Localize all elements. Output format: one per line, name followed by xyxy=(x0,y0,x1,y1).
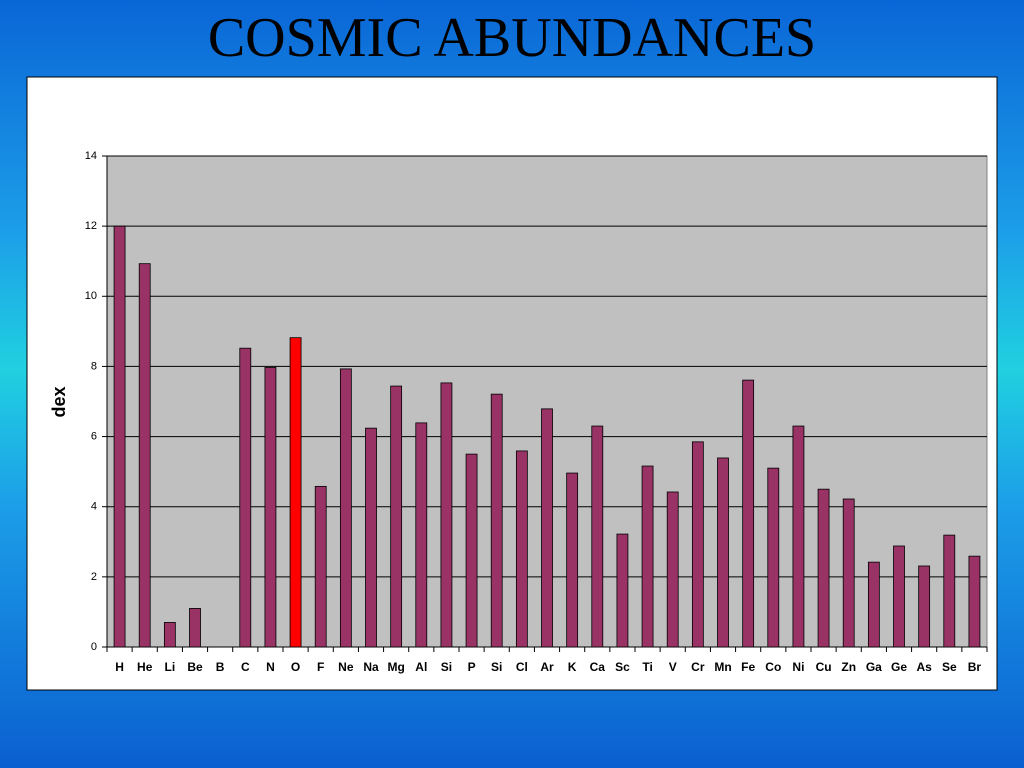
x-tick-label: P xyxy=(468,660,476,674)
x-tick-label: Ne xyxy=(338,660,354,674)
bar xyxy=(717,457,729,648)
x-tick-label: Cl xyxy=(516,660,528,674)
x-tick-label: C xyxy=(241,660,250,674)
bar xyxy=(767,467,780,648)
bar xyxy=(641,465,654,648)
x-tick-label: Ge xyxy=(891,660,907,674)
bar xyxy=(515,450,528,648)
bar xyxy=(968,555,981,648)
bar xyxy=(440,382,453,648)
bar xyxy=(918,565,931,648)
bar xyxy=(817,488,830,648)
bar xyxy=(314,485,327,648)
x-tick-label: Ti xyxy=(642,660,652,674)
bar xyxy=(566,472,579,648)
bar xyxy=(415,422,428,648)
x-tick-label: Fe xyxy=(741,660,755,674)
bar xyxy=(666,491,679,648)
bar xyxy=(893,545,905,648)
x-tick-label: Se xyxy=(942,660,957,674)
x-tick-label: Si xyxy=(441,660,452,674)
y-tick-label: 2 xyxy=(91,571,97,583)
x-tick-label: Li xyxy=(165,660,176,674)
bar xyxy=(943,534,956,648)
x-tick-label: Cr xyxy=(691,660,705,674)
x-tick-label: Br xyxy=(968,660,982,674)
x-tick-label: Si xyxy=(491,660,502,674)
y-tick-label: 4 xyxy=(91,501,97,513)
bar xyxy=(289,337,302,648)
bar xyxy=(113,225,126,648)
bar xyxy=(264,367,277,648)
bar xyxy=(163,622,176,648)
bar xyxy=(867,561,880,648)
bar xyxy=(339,368,352,648)
x-tick-label: Cu xyxy=(816,660,832,674)
x-tick-label: V xyxy=(669,660,677,674)
bar xyxy=(465,453,478,648)
x-tick-label: He xyxy=(137,660,153,674)
x-tick-label: Mn xyxy=(714,660,731,674)
bar xyxy=(239,347,252,648)
x-tick-label: Al xyxy=(415,660,427,674)
bar xyxy=(365,427,377,648)
bar xyxy=(591,425,604,648)
x-tick-label: O xyxy=(291,660,300,674)
x-tick-label: Sc xyxy=(615,660,630,674)
bar xyxy=(189,608,201,648)
bar xyxy=(390,385,403,648)
bar xyxy=(742,379,755,648)
bar xyxy=(691,441,704,648)
x-tick-label: Be xyxy=(187,660,203,674)
y-tick-label: 0 xyxy=(91,641,97,653)
y-tick-label: 8 xyxy=(91,360,97,372)
y-axis-label: dex xyxy=(49,386,69,417)
y-tick-label: 6 xyxy=(91,430,97,442)
x-tick-label: Ga xyxy=(866,660,882,674)
y-tick-label: 14 xyxy=(85,150,97,162)
bar xyxy=(138,263,151,648)
x-tick-label: As xyxy=(916,660,932,674)
x-tick-label: Mg xyxy=(387,660,404,674)
bar xyxy=(490,393,503,648)
bar xyxy=(842,498,855,648)
x-tick-label: Na xyxy=(363,660,379,674)
x-tick-label: Zn xyxy=(841,660,856,674)
bar xyxy=(541,408,553,648)
x-tick-label: Ca xyxy=(590,660,606,674)
x-tick-label: Ar xyxy=(540,660,554,674)
y-tick-label: 12 xyxy=(85,220,97,232)
x-tick-label: N xyxy=(266,660,275,674)
x-tick-label: B xyxy=(216,660,225,674)
x-tick-label: K xyxy=(568,660,577,674)
x-tick-label: F xyxy=(317,660,324,674)
bar xyxy=(616,533,629,648)
chart-title: COSMIC ABUNDANCES xyxy=(207,7,817,69)
bar xyxy=(792,425,805,648)
x-tick-label: H xyxy=(115,660,124,674)
y-tick-label: 10 xyxy=(85,290,97,302)
x-tick-label: Ni xyxy=(792,660,804,674)
x-tick-label: Co xyxy=(765,660,781,674)
